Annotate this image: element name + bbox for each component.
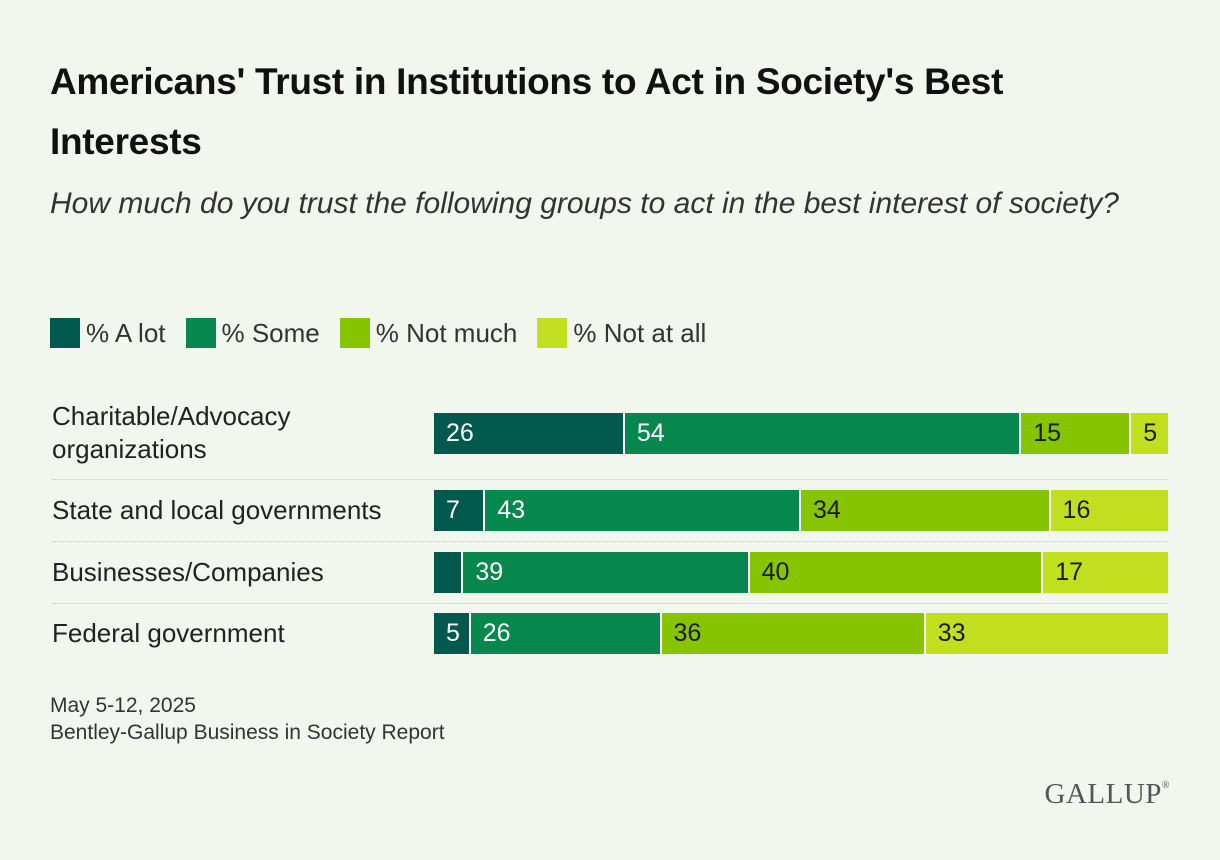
bar-value-label: 17: [1055, 557, 1084, 586]
legend-label: % Some: [221, 317, 320, 348]
bar-value-label: 7: [446, 495, 460, 524]
bar-value-label: 15: [1033, 418, 1061, 447]
bar-value-label: 33: [937, 618, 966, 647]
legend-label: % A lot: [86, 317, 166, 348]
row-separator: [52, 479, 1168, 480]
bar-segment: 39: [463, 551, 750, 593]
legend: % A lot % Some % Not much % Not at all: [50, 315, 726, 351]
bar-segment: 16: [1050, 489, 1168, 531]
bar-segment: 26: [434, 412, 625, 454]
logo-text: GALLUP: [1044, 778, 1162, 810]
row-label: State and local governments: [52, 494, 382, 525]
row-label: Charitable/Advocacy organizations: [52, 401, 291, 464]
bar-segment: 54: [624, 412, 1022, 454]
survey-date: May 5-12, 2025: [50, 694, 196, 717]
bar-value-label: 26: [446, 418, 474, 447]
bar-value-label: 43: [497, 495, 526, 524]
bar-segment: [434, 551, 464, 593]
bar-segment: 43: [485, 489, 801, 531]
bar-value-label: 54: [636, 418, 665, 447]
bar-segment: 26: [470, 612, 662, 654]
legend-label: % Not at all: [573, 317, 707, 348]
chart-title: Americans' Trust in Institutions to Act …: [50, 61, 1004, 162]
gallup-logo: GALLUP®: [1045, 778, 1171, 811]
source-note: Bentley-Gallup Business in Society Repor…: [50, 721, 445, 744]
legend-item: % A lot: [50, 318, 166, 349]
bar-value-label: 16: [1062, 495, 1091, 524]
legend-label: % Not much: [375, 317, 518, 348]
legend-swatch: [185, 318, 216, 348]
registered-mark: ®: [1161, 780, 1170, 791]
legend-item: % Not at all: [537, 318, 706, 349]
row-separator: [52, 541, 1168, 542]
legend-swatch: [339, 318, 370, 348]
bar-segment: 34: [801, 489, 1051, 531]
bar-value-label: 5: [446, 618, 460, 647]
chart-subtitle: How much do you trust the following grou…: [50, 187, 1119, 220]
bar-segment: 5: [434, 612, 471, 654]
bar-segment: 40: [749, 551, 1044, 593]
legend-item: % Some: [185, 317, 320, 349]
bar-value-label: 26: [482, 618, 511, 647]
bar-segment: 33: [925, 612, 1168, 654]
bar-segment: 7: [434, 489, 486, 531]
bar-segment: 15: [1021, 412, 1132, 454]
bar-segment: 36: [661, 612, 926, 654]
bar-value-label: 36: [673, 618, 702, 647]
bar-value-label: 5: [1143, 418, 1158, 447]
row-separator: [52, 603, 1168, 604]
bar-value-label: 40: [761, 557, 790, 586]
row-label: Businesses/Companies: [52, 556, 324, 587]
footnote: May 5-12, 2025 Bentley-Gallup Business i…: [50, 692, 445, 746]
row-label: Federal government: [52, 617, 285, 648]
legend-swatch: [537, 318, 568, 348]
legend-swatch: [50, 318, 80, 348]
bar-value-label: 34: [813, 495, 841, 524]
legend-item: % Not much: [339, 317, 518, 349]
bar-segment: 17: [1043, 551, 1168, 593]
bar-segment: 5: [1131, 412, 1168, 454]
bar-value-label: 39: [475, 557, 504, 586]
